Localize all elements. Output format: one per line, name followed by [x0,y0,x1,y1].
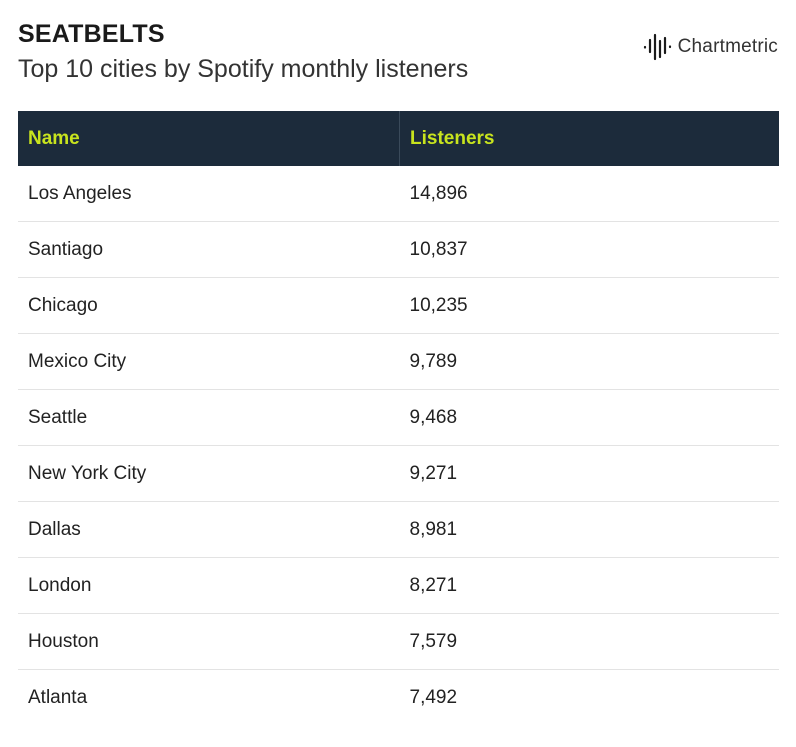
city-name-cell: London [18,557,400,614]
table-header-row: Name Listeners [18,111,779,166]
city-name-cell: New York City [18,445,400,502]
city-name-cell: Seattle [18,389,400,446]
city-name-cell: Santiago [18,221,400,278]
chart-title: SEATBELTS [18,20,165,48]
listeners-cell: 10,837 [399,221,779,278]
city-name-cell: Houston [18,613,400,670]
chart-subtitle: Top 10 cities by Spotify monthly listene… [18,55,469,83]
listeners-cell: 9,789 [399,333,779,390]
city-name-cell: Dallas [18,501,400,558]
listeners-cell: 10,235 [399,277,779,334]
table-body: Los Angeles 14,896 Santiago 10,837 Chicago 10… [18,166,779,725]
column-header-name[interactable]: Name [18,111,400,166]
table-row: Santiago 10,837 [18,221,779,278]
city-name-cell: Los Angeles [18,166,400,222]
brand-name: Chartmetric [677,36,778,57]
table-row: London 8,271 [18,557,779,614]
listeners-cell: 14,896 [399,166,779,222]
soundwave-icon [643,33,671,61]
listeners-cell: 8,981 [399,501,779,558]
table-row: Houston 7,579 [18,613,779,670]
brand-logo: Chartmetric [642,32,778,62]
table-row: Chicago 10,235 [18,277,779,334]
table-row: Dallas 8,981 [18,501,779,558]
data-table: Name Listeners Los Angeles 14,896 Santiago… [18,111,779,725]
column-header-listeners[interactable]: Listeners [399,111,779,166]
listeners-cell: 7,579 [399,613,779,670]
listeners-cell: 9,468 [399,389,779,446]
listeners-cell: 9,271 [399,445,779,502]
city-name-cell: Mexico City [18,333,400,390]
city-name-cell: Chicago [18,277,400,334]
table-row: Los Angeles 14,896 [18,166,779,222]
chart-header: SEATBELTS Top 10 cities by Spotify month… [18,18,778,88]
listeners-cell: 8,271 [399,557,779,614]
city-name-cell: Atlanta [28,686,88,708]
table-row: Atlanta 7,492 [18,670,779,726]
table-row: Mexico City 9,789 [18,333,779,390]
listeners-cell: 7,492 [409,686,458,708]
table-row: Seattle 9,468 [18,389,779,446]
table-row: New York City 9,271 [18,445,779,502]
